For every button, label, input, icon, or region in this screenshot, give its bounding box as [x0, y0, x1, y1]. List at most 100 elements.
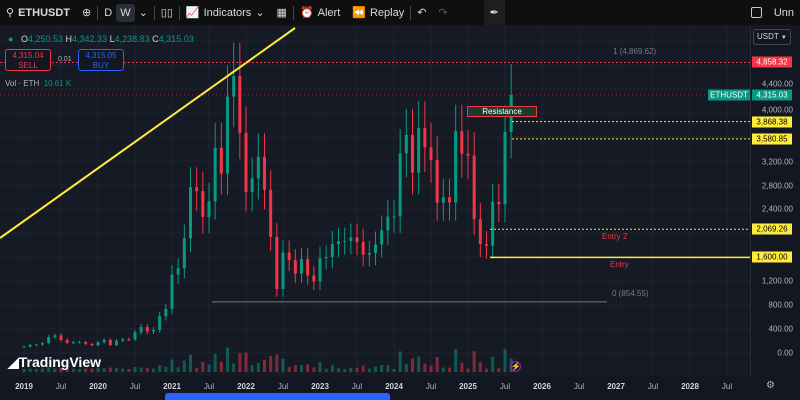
undo-icon: ↶: [417, 7, 427, 19]
symbol-search[interactable]: ⚲ ETHUSDT: [6, 6, 71, 20]
candle-body: [47, 336, 51, 344]
sell-button[interactable]: 4,315.04 SELL: [5, 49, 51, 71]
time-tick: Jul: [721, 382, 733, 391]
time-tick: 2025: [459, 382, 477, 391]
alert-button[interactable]: ⏰ Alert: [299, 6, 341, 20]
candle-body: [176, 268, 180, 275]
time-tick: Jul: [277, 382, 289, 391]
time-tick: Jul: [129, 382, 141, 391]
layouts-button[interactable]: ▦: [271, 0, 293, 25]
price-tick: 2,400.00: [761, 204, 793, 214]
volume-bar: [53, 368, 57, 372]
undo-button[interactable]: ↶: [411, 0, 432, 25]
price-axis[interactable]: [750, 26, 800, 376]
candle-body: [59, 335, 63, 340]
plus-circle-icon: ⊕: [82, 7, 92, 19]
horizontal-scrollbar[interactable]: [165, 393, 390, 400]
symbol-tag: ETHUSDT: [708, 89, 750, 101]
volume-bar: [201, 361, 205, 372]
candle-body: [355, 237, 359, 242]
currency-select[interactable]: USDT ▼: [753, 29, 791, 45]
time-tick: Jul: [203, 382, 215, 391]
price-tick: 400.00: [768, 324, 793, 334]
price-tick: 800.00: [768, 300, 793, 310]
volume-bar: [127, 368, 131, 372]
buy-button[interactable]: 4,315.05 BUY: [78, 49, 124, 71]
indicators-button[interactable]: 📈 Indicators ⌄: [185, 6, 265, 20]
candle-body: [343, 240, 347, 242]
drawing-button[interactable]: ✒: [483, 0, 505, 25]
price-tick: 0.00: [777, 348, 793, 358]
candle-body: [115, 340, 118, 346]
candle-body: [226, 96, 229, 174]
price-label: 4,315.03: [752, 89, 792, 101]
volume-bar: [367, 368, 371, 372]
candle-body: [330, 244, 334, 258]
lightning-icon[interactable]: ⚡: [510, 361, 521, 372]
candle-body: [195, 187, 199, 192]
volume-bar: [164, 366, 168, 372]
compare-button[interactable]: ⊕: [76, 0, 97, 25]
candle-body: [71, 342, 75, 344]
candle-body: [213, 147, 217, 202]
volume-bar: [324, 368, 328, 372]
candle-body: [102, 339, 106, 343]
volume-bar: [176, 367, 180, 372]
price-label: 3,868.38: [752, 116, 792, 128]
volume-bar: [361, 365, 365, 372]
volume-bar: [411, 358, 414, 372]
candle-body: [411, 134, 414, 173]
candle-body: [232, 76, 236, 97]
candle-body: [287, 252, 291, 261]
price-label: 4,858.32: [752, 56, 792, 68]
chevron-down-icon[interactable]: ⌄: [138, 7, 148, 19]
time-tick: 2022: [237, 382, 255, 391]
candle-body: [281, 252, 285, 290]
candle-body: [460, 131, 464, 154]
interval-d[interactable]: D: [104, 6, 113, 19]
volume-bar: [330, 365, 334, 372]
volume-bar: [213, 354, 217, 372]
volume-bar: [355, 367, 359, 372]
price-tick: 4,000.00: [761, 105, 793, 115]
time-tick: 2020: [89, 382, 107, 391]
candle-body: [121, 339, 125, 341]
time-tick: 2027: [607, 382, 625, 391]
candles-icon: ▯▯: [160, 7, 173, 19]
volume-bar: [472, 351, 476, 372]
time-tick: 2028: [681, 382, 699, 391]
brush-icon: ✒: [489, 7, 499, 19]
candle-body: [478, 219, 482, 245]
interval-w[interactable]: W: [116, 3, 135, 22]
chart-area[interactable]: [0, 26, 750, 376]
settings-icon[interactable]: ⚙: [766, 380, 775, 391]
candle-body: [392, 216, 396, 218]
layout-checkbox[interactable]: Unn: [745, 0, 800, 25]
volume-bar: [145, 367, 149, 372]
volume-bar: [189, 354, 192, 372]
candle-body: [374, 244, 377, 254]
candle-body: [337, 241, 340, 245]
replay-button[interactable]: ⏪ Replay: [352, 6, 405, 20]
candle-body: [275, 236, 279, 290]
volume-bar: [226, 347, 229, 372]
volume-bar: [423, 363, 427, 372]
time-axis[interactable]: [0, 376, 800, 400]
chart-type-button[interactable]: ▯▯: [155, 0, 179, 25]
volume-bar: [398, 351, 402, 372]
candle-body: [189, 187, 192, 239]
interval-selector[interactable]: D W ⌄: [98, 0, 154, 25]
volume-bar: [404, 363, 408, 372]
candle-body: [263, 156, 266, 190]
resistance-label[interactable]: Resistance: [467, 106, 537, 117]
volume-bar: [115, 367, 118, 372]
volume-bar: [380, 365, 384, 372]
volume-bar: [386, 365, 390, 372]
volume-bar: [108, 367, 112, 372]
redo-button[interactable]: ↷: [432, 0, 453, 25]
candle-body: [503, 131, 507, 205]
tradingview-logo: ◢TradingView: [8, 354, 101, 370]
volume-bar: [300, 364, 303, 372]
time-tick: Jul: [351, 382, 363, 391]
time-tick: 2023: [311, 382, 329, 391]
